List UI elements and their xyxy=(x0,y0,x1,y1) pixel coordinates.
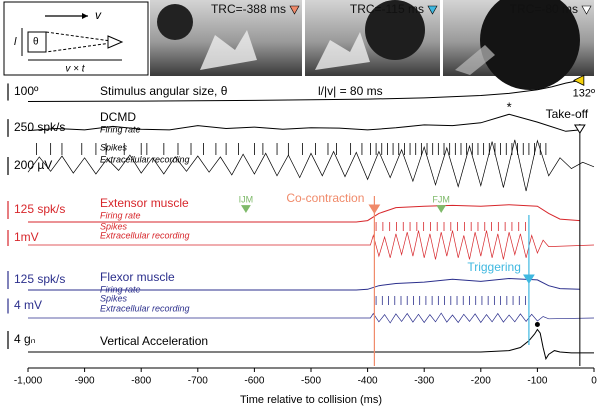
spikes-label: Spikes xyxy=(100,221,128,231)
peak-dot xyxy=(534,322,540,327)
x-tick-label: -200 xyxy=(471,376,491,387)
trace xyxy=(28,277,580,291)
photo-marker xyxy=(581,5,592,15)
photo-locust xyxy=(315,32,370,70)
photos xyxy=(150,0,594,90)
trace xyxy=(27,139,595,192)
trace xyxy=(27,113,580,132)
photo-object xyxy=(480,0,580,90)
end-label: 132º xyxy=(573,87,595,99)
scale-label: 125 spk/s xyxy=(14,202,65,216)
trace xyxy=(28,312,595,324)
spikes-label: Spikes xyxy=(100,293,128,303)
event-marker xyxy=(523,274,535,284)
spikes-label: Spikes xyxy=(100,142,128,152)
recording-label: Extracellular recording xyxy=(100,230,190,240)
photo-locust xyxy=(455,45,495,75)
rate-label: Firing rate xyxy=(100,210,141,220)
joint-marker xyxy=(241,205,251,213)
x-tick-label: -300 xyxy=(414,376,434,387)
trace xyxy=(28,204,580,223)
extensor-label: Extensor muscle xyxy=(100,196,189,210)
photo-object xyxy=(157,4,193,40)
x-tick-label: -500 xyxy=(301,376,321,387)
event-marker xyxy=(368,204,381,214)
end-marker xyxy=(572,74,585,87)
photo-marker xyxy=(427,5,438,15)
schematic-l: l xyxy=(14,36,17,48)
schematic: v l θ v × t xyxy=(3,1,149,76)
x-tick-label: -800 xyxy=(131,376,151,387)
photo-label: TRC=-388 ms xyxy=(211,2,286,16)
x-tick-label: -400 xyxy=(358,376,378,387)
joint-label: IJM xyxy=(239,194,254,204)
x-tick-label: -100 xyxy=(527,376,547,387)
arrowhead xyxy=(82,13,88,19)
event-label: Triggering xyxy=(467,260,521,274)
joint-marker xyxy=(436,205,447,213)
stimulus-note: l/|v| = 80 ms xyxy=(318,84,383,98)
object xyxy=(27,31,47,53)
trace xyxy=(27,79,580,102)
x-tick-label: -1,000 xyxy=(14,376,43,387)
scale-label: 1mV xyxy=(14,230,39,244)
joint-label: FJM xyxy=(432,194,450,204)
photo-label: TRC=-80 ms xyxy=(510,2,578,16)
photo-marker xyxy=(289,5,300,15)
schematic-v: v xyxy=(95,8,102,22)
dcmd-label: DCMD xyxy=(100,110,136,124)
x-tick-label: -600 xyxy=(244,376,264,387)
rate-label: Firing rate xyxy=(100,124,141,134)
scale-label: 250 spk/s xyxy=(14,120,65,134)
stimulus-label: Stimulus angular size, θ xyxy=(100,84,228,98)
eye xyxy=(107,35,124,49)
photo-locust xyxy=(200,30,257,70)
x-tick-label: -700 xyxy=(188,376,208,387)
recording-label: Extracellular recording xyxy=(100,154,190,164)
scale-label: 125 spk/s xyxy=(14,272,65,286)
acceleration-label: Vertical Acceleration xyxy=(100,334,208,348)
scale-label: 4 gₙ xyxy=(14,332,36,346)
x-tick-label: -900 xyxy=(75,376,95,387)
star-label: * xyxy=(507,99,512,114)
x-tick-label: 0 xyxy=(591,376,597,387)
flexor-label: Flexor muscle xyxy=(100,270,175,284)
schematic-vt: v × t xyxy=(65,64,85,75)
rate-label: Firing rate xyxy=(100,284,141,294)
event-label: Co-contraction xyxy=(286,191,364,205)
recording-label: Extracellular recording xyxy=(100,303,190,313)
scale-label: 4 mV xyxy=(14,298,42,312)
trace xyxy=(28,328,594,361)
scale-label: 100º xyxy=(14,84,39,98)
takeoff-label: Take-off xyxy=(546,107,589,121)
schematic-theta: θ xyxy=(33,37,39,48)
takeoff-marker xyxy=(573,124,586,134)
photo-object xyxy=(365,0,425,60)
x-axis-title: Time relative to collision (ms) xyxy=(240,394,382,406)
photo-label: TRC=-115 ms xyxy=(350,2,424,16)
trace xyxy=(28,230,595,260)
